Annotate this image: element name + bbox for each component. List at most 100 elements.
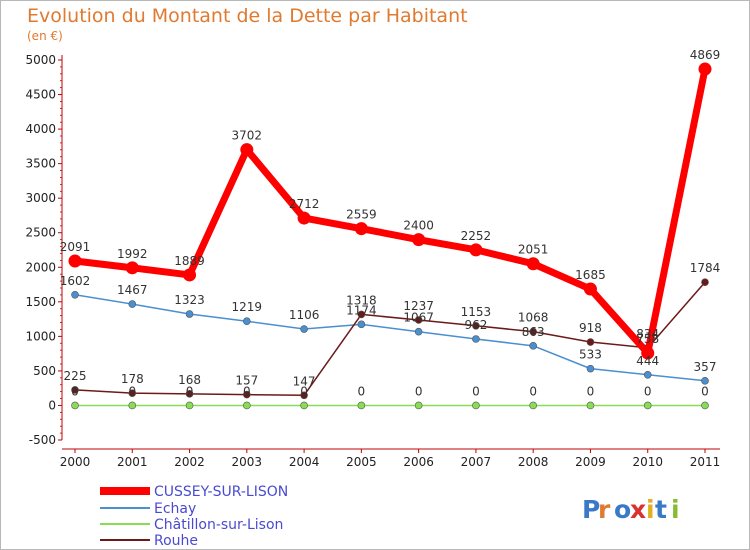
data-point <box>357 401 366 410</box>
data-label: 2400 <box>403 219 434 233</box>
data-label: 1153 <box>461 305 492 319</box>
data-point <box>529 401 537 410</box>
y-tick-label: 2000 <box>25 260 56 274</box>
data-label: 444 <box>636 354 659 368</box>
data-point <box>472 401 480 410</box>
data-label: 758 <box>636 332 659 346</box>
data-label: 1784 <box>690 261 721 275</box>
data-point <box>586 401 595 410</box>
logo-letter: t <box>655 495 667 524</box>
data-label: 0 <box>128 384 136 398</box>
data-label: 0 <box>243 384 251 398</box>
data-label: 0 <box>587 384 595 398</box>
y-tick-label: 3000 <box>25 191 56 205</box>
data-point <box>701 278 709 286</box>
data-label: 1992 <box>117 247 148 261</box>
data-label: 1106 <box>289 308 320 322</box>
data-label: 0 <box>472 384 480 398</box>
data-label: 1237 <box>403 299 434 313</box>
logo-letter: P <box>582 495 600 524</box>
series-line-1 <box>74 294 706 382</box>
x-tick-label: 2003 <box>232 455 263 469</box>
data-point <box>469 243 483 257</box>
x-tick-label: 2007 <box>461 455 492 469</box>
data-label: 0 <box>644 384 652 398</box>
x-tick-label: 2011 <box>690 455 721 469</box>
series-line-3 <box>74 281 706 397</box>
data-label: 2051 <box>518 243 549 257</box>
data-point <box>300 391 308 400</box>
data-label: 0 <box>300 384 308 398</box>
data-label: 834 <box>636 327 659 341</box>
y-tick-label: 2500 <box>25 226 56 240</box>
data-point <box>414 316 423 324</box>
data-point <box>357 310 366 319</box>
data-label: 1685 <box>575 268 606 282</box>
y-tick-label: 3500 <box>25 157 56 171</box>
data-point <box>583 282 597 296</box>
x-tick-label: 2009 <box>575 455 606 469</box>
x-tick-label: 2004 <box>289 455 320 469</box>
data-label: 2559 <box>346 208 377 222</box>
data-label: 178 <box>121 372 144 386</box>
data-point <box>185 310 194 318</box>
y-tick-label: 1500 <box>25 295 56 309</box>
data-label: 962 <box>464 318 487 332</box>
data-point <box>71 386 79 394</box>
x-tick-label: 2001 <box>117 455 148 469</box>
data-label: 1219 <box>232 300 263 314</box>
unit-label: (en €) <box>27 29 63 43</box>
data-point <box>412 233 426 247</box>
data-label: 0 <box>71 384 79 398</box>
data-point <box>414 327 423 336</box>
data-label: 357 <box>694 360 717 374</box>
legend-label: Echay <box>154 501 196 517</box>
data-point <box>472 321 480 330</box>
legend: CUSSEY-SUR-LISONEchayChâtillon-sur-Lison… <box>100 484 288 549</box>
data-point <box>529 342 537 350</box>
data-point <box>586 364 595 373</box>
legend-label: Châtillon-sur-Lison <box>154 517 283 533</box>
data-label: 1889 <box>174 254 205 268</box>
data-point <box>300 401 308 410</box>
data-point <box>529 327 537 336</box>
data-point <box>71 401 79 410</box>
data-label: 0 <box>415 384 423 398</box>
data-label: 147 <box>293 374 316 388</box>
data-label: 533 <box>579 348 602 362</box>
data-label: 168 <box>178 373 201 387</box>
data-label: 918 <box>579 321 602 335</box>
x-tick-label: 2008 <box>518 455 549 469</box>
x-tick-label: 2002 <box>174 455 205 469</box>
data-label: 1067 <box>403 311 434 325</box>
data-point <box>641 346 655 360</box>
series-line-0 <box>74 68 709 357</box>
data-point <box>357 320 366 329</box>
y-tick-label: 1000 <box>25 329 56 343</box>
legend-label: Rouhe <box>154 533 198 549</box>
data-label: 1068 <box>518 311 549 325</box>
proxiti-logo: Pr ox i t i <box>582 495 680 524</box>
data-point <box>185 390 194 398</box>
data-label: 2712 <box>289 197 320 211</box>
data-point <box>586 338 595 346</box>
x-tick-label: 2006 <box>403 455 434 469</box>
data-point <box>698 62 712 76</box>
legend-label: CUSSEY-SUR-LISON <box>154 484 288 500</box>
x-tick-label: 2010 <box>632 455 663 469</box>
data-label: 2091 <box>60 240 91 254</box>
data-point <box>128 300 137 308</box>
logo-letter: i <box>646 495 655 524</box>
data-point <box>125 261 139 275</box>
data-point <box>472 335 480 343</box>
data-label: 0 <box>358 384 366 398</box>
data-point <box>300 325 308 333</box>
data-label: 1318 <box>346 293 377 307</box>
data-point <box>297 211 311 225</box>
data-label: 1323 <box>174 293 205 307</box>
data-point <box>701 376 709 385</box>
data-label: 1467 <box>117 283 148 297</box>
data-point <box>243 317 251 326</box>
data-point <box>643 401 652 410</box>
